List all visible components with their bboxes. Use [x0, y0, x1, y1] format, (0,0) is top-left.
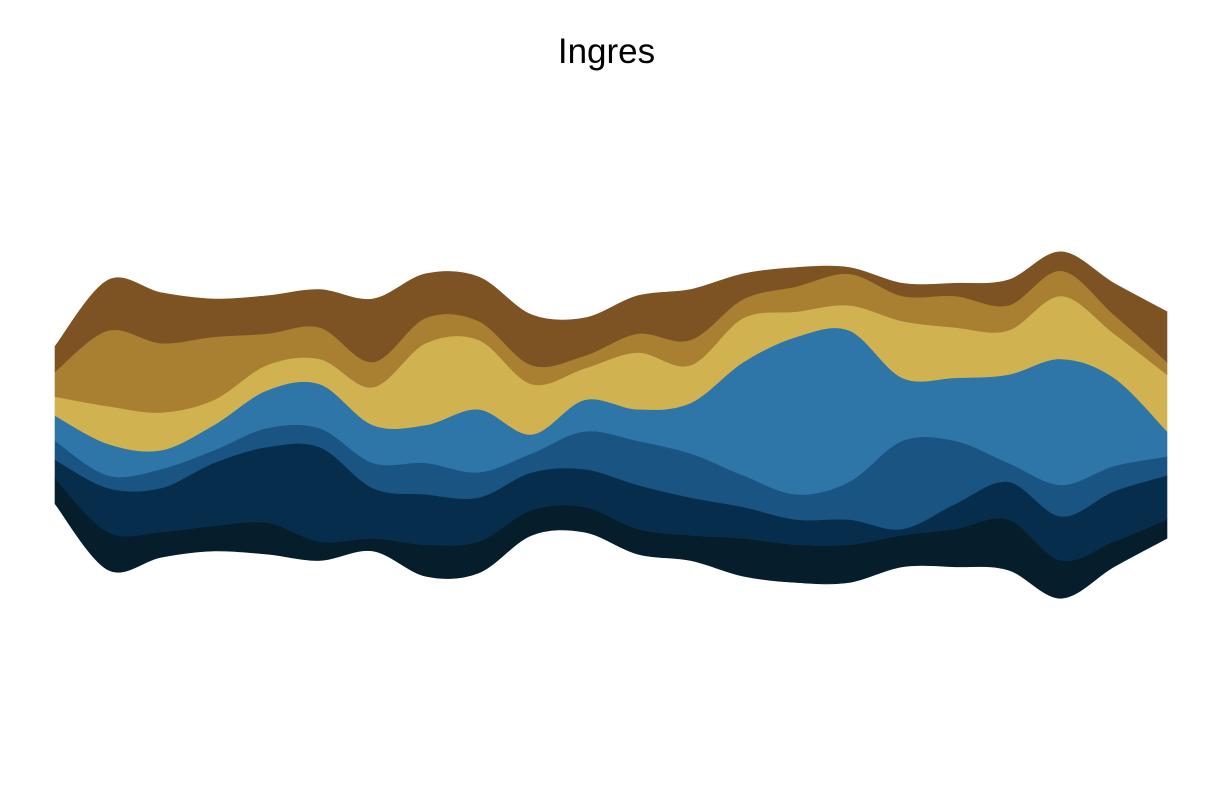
stream-layers — [54, 251, 1168, 599]
chart-title: Ingres — [557, 32, 656, 71]
stream-layer-7 — [54, 251, 1168, 373]
